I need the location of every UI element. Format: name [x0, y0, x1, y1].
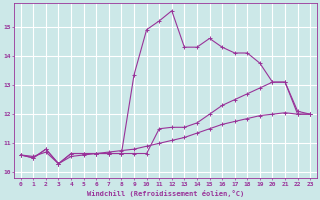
X-axis label: Windchill (Refroidissement éolien,°C): Windchill (Refroidissement éolien,°C)	[87, 190, 244, 197]
